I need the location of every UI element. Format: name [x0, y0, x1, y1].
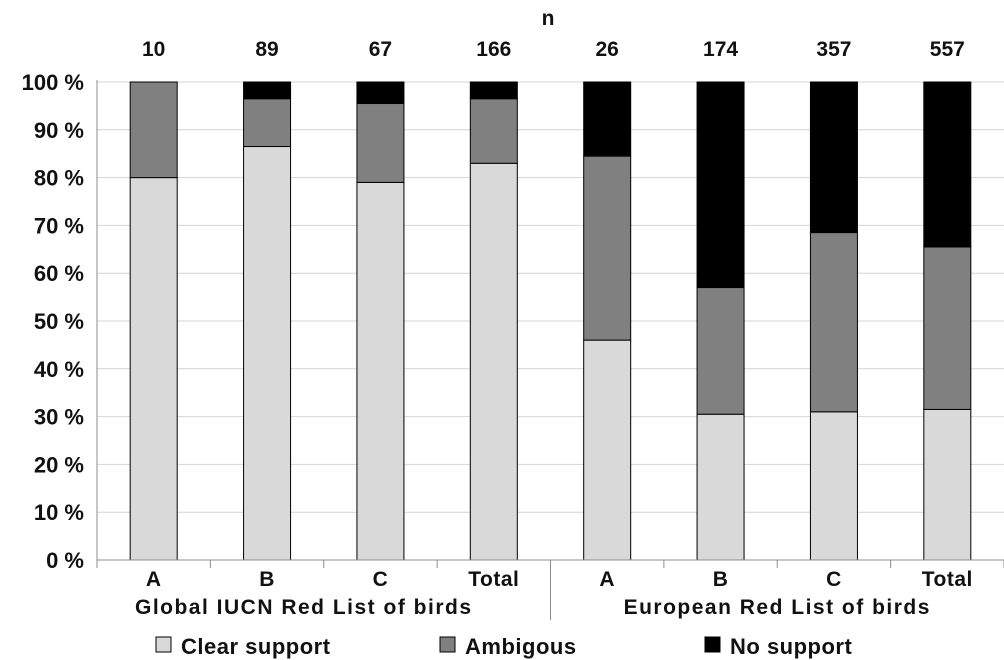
y-tick-labels: 0 % 10 % 20 % 30 % 40 % 50 % 60 % 70 % 80 % 90 % 1… — [22, 70, 84, 573]
bar-segment-clear-support — [129, 177, 178, 561]
bar-segment-clear-support — [356, 181, 405, 561]
n-value-label: 67 — [369, 38, 392, 61]
sample-size-labels: 10 89 67 166 26 174 357 557 — [142, 38, 965, 61]
n-value-label: 357 — [816, 38, 851, 61]
x-tick-label: A — [146, 568, 162, 591]
bar-segment-ambigous — [356, 103, 405, 183]
n-value-label: 166 — [476, 38, 511, 61]
bar-segment-no-support — [356, 81, 405, 105]
bar-segment-ambigous — [696, 287, 745, 415]
bar-segment-ambigous — [923, 246, 972, 410]
y-tick-label: 50 % — [34, 309, 84, 334]
bar-segment-ambigous — [469, 98, 518, 164]
bar-segment-clear-support — [923, 408, 972, 561]
bar-segment-clear-support — [469, 162, 518, 561]
y-tick-label: 70 % — [34, 213, 84, 238]
x-tick-label: C — [373, 568, 389, 591]
bar-segment-clear-support — [809, 411, 858, 561]
x-tick-label: B — [713, 568, 729, 591]
bar-segment-no-support — [696, 81, 745, 289]
n-header: n — [542, 7, 555, 30]
n-value-label: 174 — [703, 38, 738, 61]
y-tick-label: 60 % — [34, 261, 84, 286]
y-tick-label: 20 % — [34, 452, 84, 477]
y-tick-label: 40 % — [34, 357, 84, 382]
legend-label: Clear support — [181, 634, 331, 659]
bar-segment-ambigous — [583, 155, 632, 341]
legend-label: No support — [730, 634, 852, 659]
y-tick-label: 100 % — [22, 70, 84, 95]
bar-segment-ambigous — [129, 81, 178, 179]
bar-segment-clear-support — [243, 146, 292, 561]
y-tick-label: 0 % — [46, 548, 84, 573]
x-tick-label: A — [599, 568, 615, 591]
y-tick-label: 30 % — [34, 405, 84, 430]
group-labels: Global IUCN Red List of birds European Re… — [135, 596, 931, 619]
n-value-label: 10 — [142, 38, 165, 61]
group-label: European Red List of birds — [624, 596, 931, 619]
legend: Clear support Ambigous No support — [155, 634, 852, 659]
bar-segment-no-support — [243, 81, 292, 100]
y-tick-label: 80 % — [34, 166, 84, 191]
axes — [96, 80, 1004, 620]
n-value-label: 26 — [596, 38, 619, 61]
n-value-label: 557 — [930, 38, 965, 61]
x-tick-label: Total — [468, 568, 519, 591]
group-label: Global IUCN Red List of birds — [135, 596, 473, 619]
y-tick-label: 10 % — [34, 500, 84, 525]
y-tick-label: 90 % — [34, 118, 84, 143]
legend-swatch — [439, 636, 456, 653]
n-value-label: 89 — [255, 38, 278, 61]
bar-segment-ambigous — [243, 98, 292, 148]
x-tick-labels: A B C Total A B C Total — [146, 568, 973, 591]
gridlines — [97, 81, 1004, 513]
bar-segment-no-support — [923, 81, 972, 248]
x-tick-label: B — [259, 568, 275, 591]
bar-segment-no-support — [469, 81, 518, 100]
x-tick-label: Total — [922, 568, 973, 591]
bar-segment-ambigous — [809, 232, 858, 413]
x-tick-label: C — [826, 568, 842, 591]
bar-segment-clear-support — [696, 413, 745, 561]
bar-segment-no-support — [809, 81, 858, 234]
legend-label: Ambigous — [465, 634, 577, 659]
bar-segment-clear-support — [583, 339, 632, 561]
legend-swatch — [155, 636, 172, 653]
legend-swatch — [704, 636, 721, 653]
bar-segment-no-support — [583, 81, 632, 157]
